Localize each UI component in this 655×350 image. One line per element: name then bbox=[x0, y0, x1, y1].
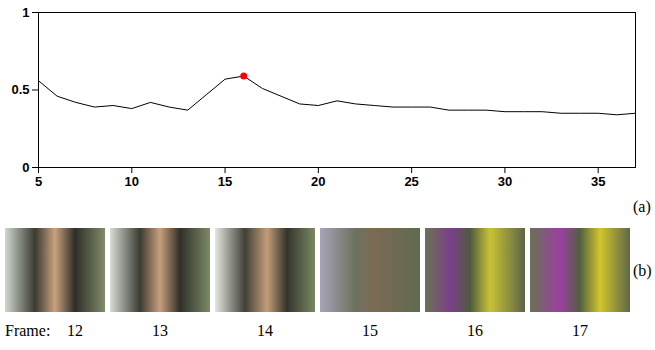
html-text:Frame:: Frame: bbox=[5, 322, 51, 339]
html-text:(a): (a) bbox=[633, 198, 651, 215]
svg-text:30: 30 bbox=[498, 174, 512, 189]
svg-text:15: 15 bbox=[218, 174, 232, 189]
html-text:14: 14 bbox=[257, 322, 273, 339]
svg-text:1: 1 bbox=[22, 5, 29, 20]
html-text:(b): (b) bbox=[633, 262, 652, 279]
svg-text:5: 5 bbox=[35, 174, 42, 189]
html-text:12: 12 bbox=[67, 322, 83, 339]
svg-text:0.5: 0.5 bbox=[11, 82, 29, 97]
html-text:17: 17 bbox=[572, 322, 588, 339]
html-text:15: 15 bbox=[362, 322, 378, 339]
svg-text:25: 25 bbox=[404, 174, 418, 189]
html-text:13: 13 bbox=[152, 322, 168, 339]
svg-text:20: 20 bbox=[311, 174, 325, 189]
html-text:16: 16 bbox=[467, 322, 483, 339]
svg-text:35: 35 bbox=[591, 174, 605, 189]
svg-text:10: 10 bbox=[125, 174, 139, 189]
svg-text:0: 0 bbox=[22, 160, 29, 175]
